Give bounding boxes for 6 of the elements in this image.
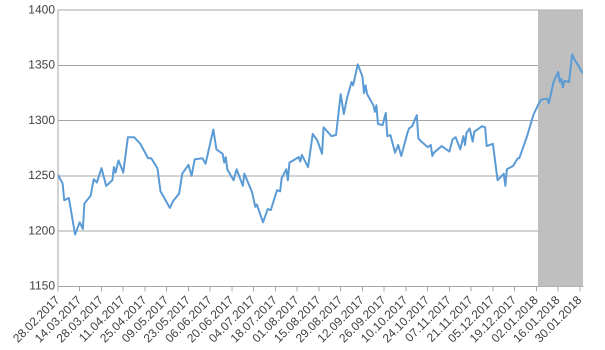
y-tick-label: 1200 xyxy=(28,223,56,238)
y-tick-label: 1350 xyxy=(28,58,56,72)
y-tick-label: 1400 xyxy=(28,2,56,17)
y-tick-label: 1150 xyxy=(29,278,56,293)
y-tick-label: 1250 xyxy=(28,168,56,182)
y-tick-label: 1300 xyxy=(28,112,56,127)
